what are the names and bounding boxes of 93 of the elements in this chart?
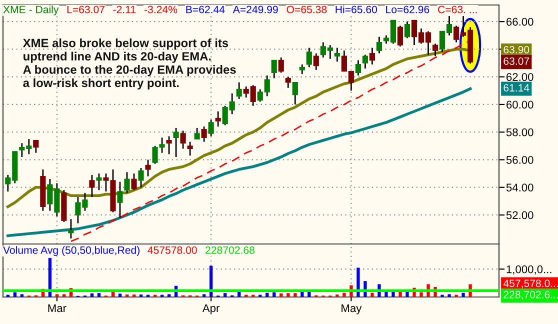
- x-tick-label: May: [342, 304, 362, 314]
- candlestick: [215, 110, 221, 128]
- bar: [125, 294, 129, 297]
- annotation: XME also broke below support of its uptrend line AND its 20-day EMA. A bounce to the 20-day EMA provides a low-risk short entry point.: [22, 38, 236, 90]
- candlestick: [278, 56, 284, 74]
- candlestick: [208, 118, 214, 137]
- candlestick: [138, 167, 144, 188]
- candlestick: [306, 47, 312, 68]
- candlestick: [145, 159, 151, 177]
- chart-title: Volume Avg (50,50,blue,Red): [3, 246, 140, 256]
- candlestick: [166, 136, 172, 155]
- annotation: 228702.68: [206, 246, 254, 254]
- bar: [62, 294, 66, 297]
- bar: [132, 294, 136, 297]
- candlestick: [131, 172, 137, 191]
- bar: [272, 292, 276, 297]
- candlestick: [187, 141, 193, 156]
- text: 63.07: [504, 57, 530, 65]
- candlestick: [355, 60, 361, 76]
- candlestick: [173, 127, 179, 158]
- bar: [266, 292, 269, 297]
- annotation: O=65.38: [286, 6, 327, 14]
- bar: [118, 294, 122, 297]
- bar: [20, 294, 24, 297]
- annotation: Hi=65.60: [336, 5, 378, 14]
- bar: [90, 293, 94, 297]
- y-tick-label: 1,000,0...: [506, 265, 552, 275]
- y-tick-label: 60.00: [506, 100, 534, 109]
- text: 457,578.0...: [503, 280, 558, 288]
- chart-title: XME - Daily: [3, 5, 59, 16]
- bar: [139, 294, 143, 297]
- candlestick: [180, 130, 186, 150]
- candlestick: [292, 82, 298, 106]
- text: 63.90: [504, 46, 530, 54]
- candlestick: [369, 47, 375, 66]
- bar: [370, 292, 374, 297]
- candlestick: [117, 181, 123, 218]
- bar: [384, 292, 388, 297]
- candlestick: [33, 140, 39, 154]
- bar: [308, 292, 311, 297]
- bar: [202, 294, 206, 297]
- bar: [336, 294, 339, 297]
- bar: [13, 292, 16, 297]
- bar: [55, 294, 59, 297]
- candlestick: [201, 126, 207, 142]
- bar: [420, 292, 423, 297]
- candlestick: [68, 218, 74, 240]
- y-tick-label: 66.00: [506, 18, 534, 26]
- text: 228,702.6...: [504, 290, 558, 300]
- bar: [462, 292, 465, 297]
- candlestick: [432, 42, 438, 57]
- candlestick: [299, 64, 305, 75]
- annotation: C=63. ...: [438, 6, 477, 14]
- candlestick: [376, 36, 382, 54]
- bar: [167, 294, 171, 297]
- x-tick-label: Apr: [202, 304, 220, 314]
- annotation: -2.11: [113, 6, 136, 14]
- bar: [286, 293, 290, 297]
- annotation: 457578.00: [148, 246, 197, 254]
- candlestick: [236, 82, 242, 100]
- candlestick: [285, 76, 291, 89]
- y-tick-label: 54.00: [506, 184, 534, 192]
- bar: [97, 293, 101, 297]
- bar: [224, 293, 227, 297]
- bar: [280, 293, 283, 297]
- annotation: -3.24%: [144, 6, 178, 14]
- bar: [342, 292, 346, 297]
- bar: [111, 292, 115, 297]
- bar: [356, 268, 360, 297]
- text: 61.14: [504, 84, 530, 92]
- annotation: A=249.99: [232, 6, 278, 14]
- candlestick: [194, 127, 200, 140]
- bar: [294, 293, 297, 297]
- annotation: Lo=62.96: [386, 6, 430, 14]
- y-tick-label: 62.00: [506, 73, 534, 81]
- annotation: L=63.07: [67, 6, 104, 14]
- candlestick: [334, 47, 340, 62]
- bar: [448, 294, 451, 297]
- candlestick: [271, 60, 277, 79]
- y-tick-label: 52.00: [506, 211, 534, 220]
- bar: [398, 291, 402, 297]
- candlestick: [404, 20, 410, 39]
- candlestick: [89, 174, 95, 198]
- candlestick: [397, 25, 404, 48]
- y-tick-label: 56.00: [506, 156, 534, 164]
- bar: [406, 292, 409, 297]
- annotation: B=62.44: [186, 6, 225, 14]
- candlestick: [362, 54, 368, 70]
- x-tick-label: Mar: [48, 304, 66, 312]
- candlestick: [313, 52, 319, 71]
- candlestick: [124, 171, 130, 194]
- candlestick: [96, 172, 102, 191]
- y-tick-label: 58.00: [506, 128, 534, 136]
